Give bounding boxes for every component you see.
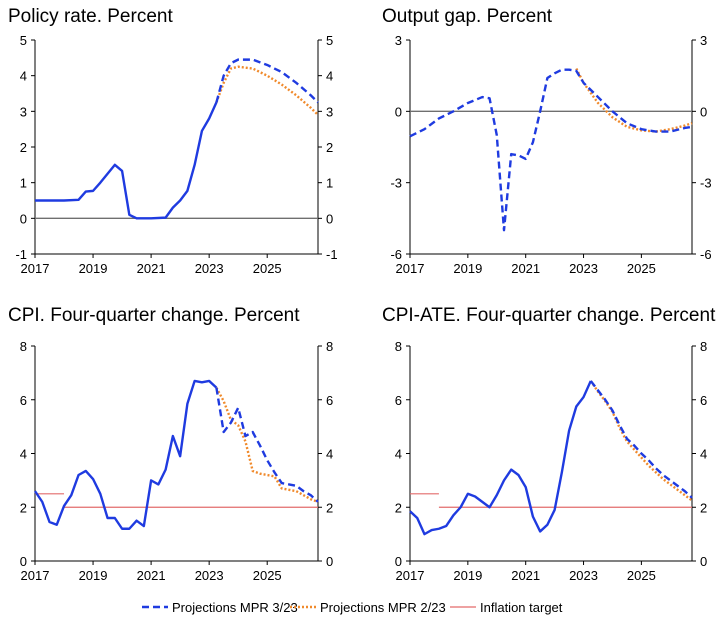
y-tick-label-right: 6 [700, 393, 707, 408]
x-tick-label: 2025 [253, 261, 282, 276]
y-tick-label-right: 2 [700, 500, 707, 515]
series-line-mpr223 [589, 380, 693, 502]
y-tick-label-right: 1 [326, 176, 333, 191]
x-tick-label: 2017 [21, 261, 50, 276]
series-line-mpr223 [215, 387, 319, 504]
y-tick-label-right: -1 [326, 247, 338, 262]
series-line-history [409, 380, 592, 536]
y-tick-label-right: 3 [326, 104, 333, 119]
y-tick-label-right: 5 [326, 33, 333, 48]
series-line-mpr223 [575, 67, 693, 133]
y-tick-label-right: 4 [700, 447, 707, 462]
x-tick-label: 2019 [79, 568, 108, 583]
y-tick-label-right: -6 [700, 247, 712, 262]
series-line-mpr223 [215, 65, 319, 116]
y-tick-label-left: -6 [390, 247, 402, 262]
panel-title-gap: Output gap. Percent [382, 6, 553, 27]
x-tick-label: 2023 [195, 568, 224, 583]
y-tick-label-left: 4 [20, 447, 27, 462]
series-line-history [34, 379, 218, 530]
x-tick-label: 2021 [137, 568, 166, 583]
x-tick-label: 2017 [396, 568, 425, 583]
x-tick-label: 2021 [511, 568, 540, 583]
panel-title-policy: Policy rate. Percent [8, 6, 173, 27]
y-tick-label-left: -3 [390, 176, 402, 191]
x-tick-label: 2021 [137, 261, 166, 276]
panel-output-gap: -6 -6 -3 -3 0 0 3 3 2017 2019 2021 2023 2025 [390, 33, 711, 276]
y-tick-label-left: 3 [20, 104, 27, 119]
y-tick-label-right: -3 [700, 176, 712, 191]
panel-title-cpi: CPI. Four-quarter change. Percent [8, 305, 300, 326]
panel-title-cpiate: CPI-ATE. Four-quarter change. Percent [382, 305, 716, 326]
y-tick-label-left: 2 [20, 500, 27, 515]
y-tick-label-left: 0 [395, 554, 402, 569]
series-line-mpr323 [409, 68, 693, 232]
y-tick-label-left: 4 [20, 69, 27, 84]
y-tick-label-right: 8 [326, 339, 333, 354]
panel-cpi: 0 0 2 2 4 4 6 6 8 8 2017 2019 2021 2023 2025 [20, 339, 333, 583]
series-line-mpr323 [215, 58, 319, 104]
legend-label-mpr223: Projections MPR 2/23 [320, 600, 446, 615]
x-tick-label: 2025 [253, 568, 282, 583]
series-line-mpr323 [589, 380, 693, 499]
x-tick-label: 2019 [453, 261, 482, 276]
y-tick-label-left: 2 [395, 500, 402, 515]
y-tick-label-left: 0 [20, 554, 27, 569]
x-tick-label: 2025 [627, 568, 656, 583]
x-tick-label: 2025 [627, 261, 656, 276]
y-tick-label-right: 0 [326, 211, 333, 226]
series-line-history [35, 101, 218, 220]
y-tick-label-right: 8 [700, 339, 707, 354]
y-tick-label-left: 3 [395, 33, 402, 48]
panel-policy-rate: -1 -1 0 0 1 1 2 2 3 3 4 4 5 5 2017 2019 2021 2023 2025 [15, 33, 337, 276]
y-tick-label-right: 0 [700, 554, 707, 569]
y-tick-label-left: 8 [395, 339, 402, 354]
legend-label-target: Inflation target [480, 600, 563, 615]
x-tick-label: 2017 [396, 261, 425, 276]
y-tick-label-left: 5 [20, 33, 27, 48]
x-tick-label: 2021 [511, 261, 540, 276]
y-tick-label-left: 2 [20, 140, 27, 155]
x-tick-label: 2023 [195, 261, 224, 276]
panel-cpi-ate: 0 0 2 2 4 4 6 6 8 8 2017 2019 2021 2023 2025 [395, 339, 707, 583]
y-tick-label-left: 8 [20, 339, 27, 354]
y-tick-label-right: 0 [326, 554, 333, 569]
x-tick-label: 2023 [569, 261, 598, 276]
x-tick-label: 2019 [79, 261, 108, 276]
y-tick-label-right: 2 [326, 140, 333, 155]
y-tick-label-left: -1 [15, 247, 27, 262]
y-tick-label-left: 1 [20, 176, 27, 191]
y-tick-label-left: 6 [395, 393, 402, 408]
y-tick-label-left: 0 [395, 104, 402, 119]
legend-label-mpr323: Projections MPR 3/23 [172, 600, 298, 615]
y-tick-label-right: 4 [326, 447, 333, 462]
y-tick-label-right: 3 [700, 33, 707, 48]
y-tick-label-left: 0 [20, 211, 27, 226]
x-tick-label: 2019 [453, 568, 482, 583]
y-tick-label-right: 4 [326, 69, 333, 84]
y-tick-label-right: 2 [326, 500, 333, 515]
x-tick-label: 2023 [569, 568, 598, 583]
y-tick-label-right: 0 [700, 104, 707, 119]
legend: Projections MPR 3/23 Projections MPR 2/2… [142, 600, 563, 615]
y-tick-label-right: 6 [326, 393, 333, 408]
x-tick-label: 2017 [21, 568, 50, 583]
y-tick-label-left: 4 [395, 447, 402, 462]
y-tick-label-left: 6 [20, 393, 27, 408]
series-line-mpr323 [215, 387, 319, 503]
